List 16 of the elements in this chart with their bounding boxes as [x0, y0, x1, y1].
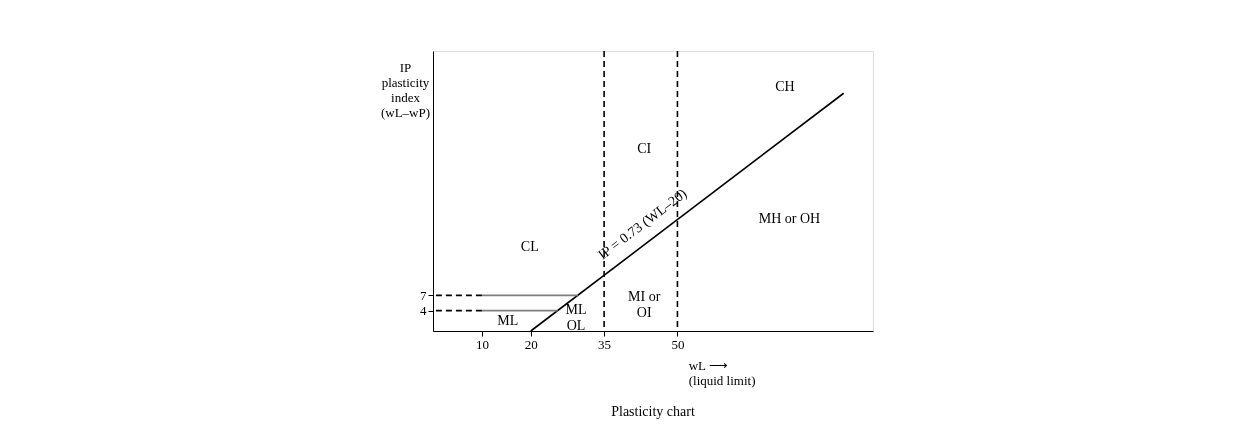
- annotation: CI: [637, 141, 652, 156]
- x-axis-title: wL ⟶ (liquid limit): [688, 357, 756, 388]
- x-tick-label: 20: [524, 336, 538, 352]
- annotation: MI or OI: [628, 289, 661, 321]
- y-tick-label: 4: [420, 303, 427, 319]
- annotation: MH or OH: [758, 211, 821, 226]
- annotation: ML: [497, 313, 519, 329]
- x-tick-label: 35: [598, 336, 612, 352]
- annotation: CH: [775, 79, 795, 95]
- x-tick-label: 10: [475, 336, 489, 352]
- annotation: CL: [520, 239, 539, 254]
- annotation: ML OL: [565, 302, 587, 333]
- y-tick-label: 7: [420, 287, 427, 303]
- y-axis-title: IP plasticity index (wL–wP): [380, 59, 431, 120]
- text: Plasticity chart: [611, 404, 695, 419]
- x-tick-label: 50: [671, 336, 685, 352]
